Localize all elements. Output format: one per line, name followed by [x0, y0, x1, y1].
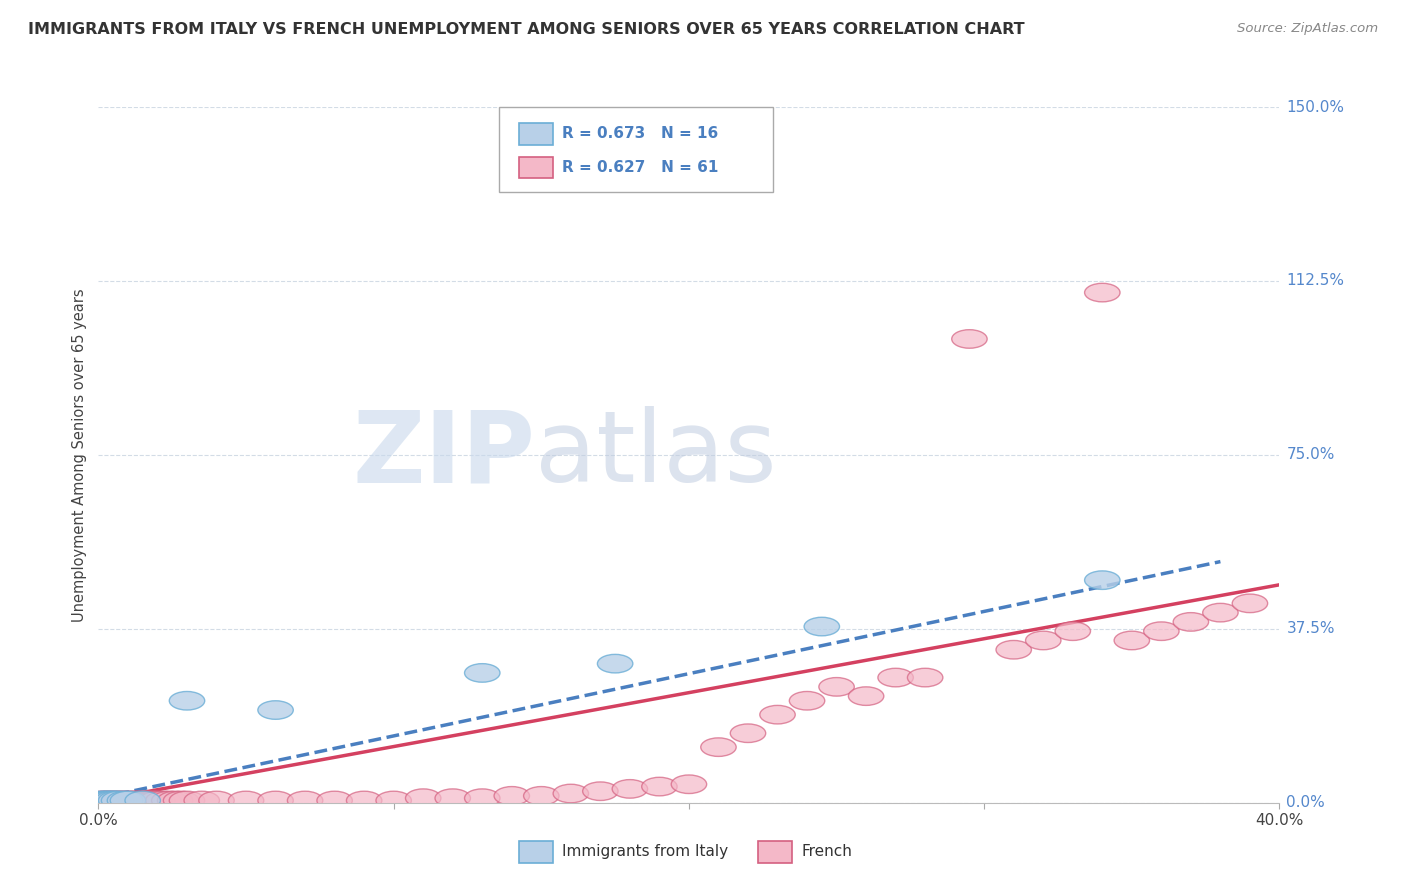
Text: Immigrants from Italy: Immigrants from Italy — [562, 845, 728, 859]
Ellipse shape — [157, 791, 193, 810]
Ellipse shape — [125, 791, 160, 810]
Ellipse shape — [107, 791, 143, 810]
Ellipse shape — [257, 701, 294, 719]
Ellipse shape — [107, 791, 143, 810]
Text: 75.0%: 75.0% — [1286, 448, 1334, 462]
Ellipse shape — [90, 791, 125, 810]
Ellipse shape — [952, 330, 987, 348]
Ellipse shape — [110, 791, 146, 810]
Ellipse shape — [128, 791, 163, 810]
Ellipse shape — [1084, 571, 1121, 590]
Ellipse shape — [96, 791, 131, 810]
Ellipse shape — [1232, 594, 1268, 613]
Ellipse shape — [125, 791, 160, 810]
Ellipse shape — [598, 655, 633, 673]
Ellipse shape — [169, 791, 205, 810]
Ellipse shape — [98, 791, 134, 810]
Ellipse shape — [553, 784, 589, 803]
Ellipse shape — [346, 791, 382, 810]
Ellipse shape — [98, 791, 134, 810]
Ellipse shape — [434, 789, 471, 807]
Ellipse shape — [93, 791, 128, 810]
Text: R = 0.627   N = 61: R = 0.627 N = 61 — [562, 161, 718, 175]
Ellipse shape — [1173, 613, 1209, 632]
Text: 112.5%: 112.5% — [1286, 274, 1344, 288]
Ellipse shape — [136, 791, 173, 810]
Ellipse shape — [110, 791, 146, 810]
Ellipse shape — [907, 668, 943, 687]
Text: Source: ZipAtlas.com: Source: ZipAtlas.com — [1237, 22, 1378, 36]
Ellipse shape — [405, 789, 441, 807]
Ellipse shape — [139, 791, 176, 810]
Ellipse shape — [671, 775, 707, 794]
Ellipse shape — [730, 724, 766, 742]
Ellipse shape — [117, 791, 152, 810]
Ellipse shape — [494, 787, 530, 805]
Ellipse shape — [1025, 632, 1062, 649]
Ellipse shape — [877, 668, 914, 687]
Ellipse shape — [257, 791, 294, 810]
Ellipse shape — [375, 791, 412, 810]
Ellipse shape — [848, 687, 884, 706]
Text: 37.5%: 37.5% — [1286, 622, 1334, 636]
Ellipse shape — [804, 617, 839, 636]
Ellipse shape — [146, 791, 181, 810]
Ellipse shape — [163, 791, 198, 810]
Ellipse shape — [818, 678, 855, 696]
Ellipse shape — [1084, 284, 1121, 301]
Ellipse shape — [96, 791, 131, 810]
Ellipse shape — [134, 791, 169, 810]
Ellipse shape — [1054, 622, 1091, 640]
Y-axis label: Unemployment Among Seniors over 65 years: Unemployment Among Seniors over 65 years — [72, 288, 87, 622]
Ellipse shape — [287, 791, 323, 810]
Ellipse shape — [87, 791, 122, 810]
Ellipse shape — [789, 691, 825, 710]
Ellipse shape — [228, 791, 264, 810]
Ellipse shape — [1114, 632, 1150, 649]
Text: French: French — [801, 845, 852, 859]
Ellipse shape — [464, 664, 501, 682]
Ellipse shape — [101, 791, 136, 810]
Ellipse shape — [700, 738, 737, 756]
Ellipse shape — [464, 789, 501, 807]
Ellipse shape — [316, 791, 353, 810]
Ellipse shape — [198, 791, 235, 810]
Ellipse shape — [184, 791, 219, 810]
Text: IMMIGRANTS FROM ITALY VS FRENCH UNEMPLOYMENT AMONG SENIORS OVER 65 YEARS CORRELA: IMMIGRANTS FROM ITALY VS FRENCH UNEMPLOY… — [28, 22, 1025, 37]
Text: ZIP: ZIP — [353, 407, 536, 503]
Text: 150.0%: 150.0% — [1286, 100, 1344, 114]
Ellipse shape — [523, 787, 560, 805]
Ellipse shape — [120, 791, 155, 810]
Ellipse shape — [84, 791, 120, 810]
Ellipse shape — [122, 791, 157, 810]
Ellipse shape — [84, 791, 120, 810]
Ellipse shape — [93, 791, 128, 810]
Ellipse shape — [582, 782, 619, 800]
Text: R = 0.673   N = 16: R = 0.673 N = 16 — [562, 127, 718, 141]
Ellipse shape — [169, 691, 205, 710]
Ellipse shape — [104, 791, 139, 810]
Ellipse shape — [90, 791, 125, 810]
Ellipse shape — [995, 640, 1032, 659]
Ellipse shape — [101, 791, 136, 810]
Ellipse shape — [1143, 622, 1180, 640]
Ellipse shape — [114, 791, 149, 810]
Ellipse shape — [152, 791, 187, 810]
Ellipse shape — [641, 777, 678, 796]
Ellipse shape — [87, 791, 122, 810]
Ellipse shape — [759, 706, 796, 724]
Ellipse shape — [1202, 603, 1239, 622]
Text: 0.0%: 0.0% — [1286, 796, 1326, 810]
Ellipse shape — [612, 780, 648, 798]
Ellipse shape — [131, 791, 166, 810]
Text: atlas: atlas — [536, 407, 778, 503]
